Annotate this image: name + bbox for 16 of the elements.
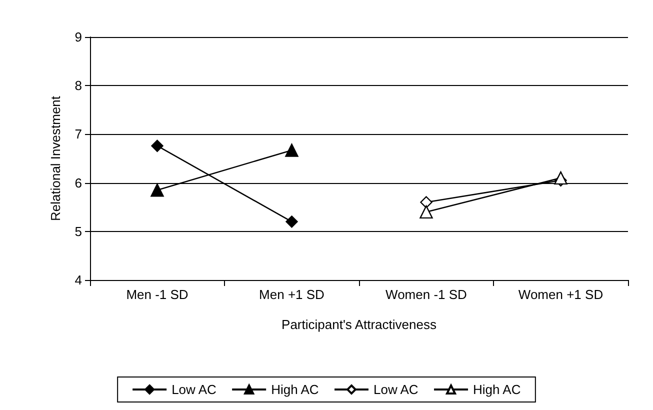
- x-tick-label: Men -1 SD: [126, 287, 188, 302]
- x-tick-label: Women -1 SD: [386, 287, 467, 302]
- y-tick-label: 6: [74, 175, 82, 190]
- y-tick-label: 8: [74, 78, 82, 94]
- legend-label: High AC: [473, 382, 521, 397]
- legend-label: High AC: [271, 382, 319, 397]
- y-tick-label: 7: [74, 126, 82, 142]
- x-axis-title: Participant's Attractiveness: [282, 317, 437, 332]
- y-tick-label: 4: [74, 272, 82, 288]
- y-axis-title: Relational Investment: [48, 96, 63, 222]
- y-tick-label: 5: [74, 224, 82, 239]
- x-tick-label: Men +1 SD: [259, 287, 324, 302]
- legend-label: Low AC: [374, 382, 418, 397]
- legend-label: Low AC: [172, 382, 216, 397]
- x-tick-label: Women +1 SD: [518, 287, 604, 302]
- y-tick-label: 9: [74, 30, 82, 44]
